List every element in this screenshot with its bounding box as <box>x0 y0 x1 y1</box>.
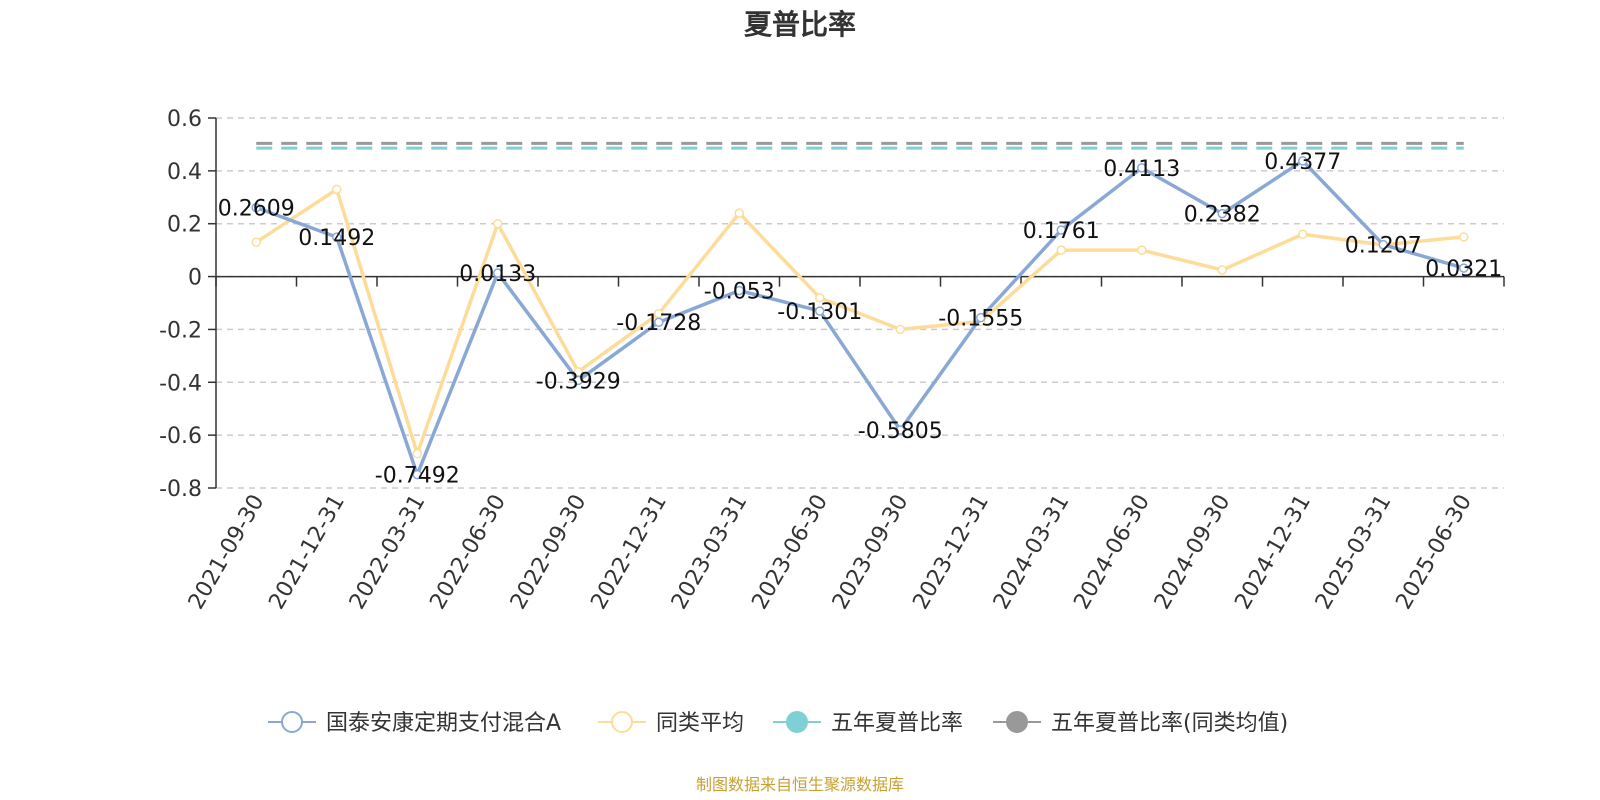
data-point <box>1459 263 1469 273</box>
data-point <box>1217 208 1227 219</box>
y-tick-label: 0.6 <box>167 107 202 132</box>
data-label: 0.2382 <box>1184 203 1261 228</box>
data-label: 0.2609 <box>218 197 295 222</box>
chart-title: 夏普比率 <box>744 8 856 41</box>
x-tick-label: 2024-06-30 <box>1069 491 1155 614</box>
source-note: 制图数据来自恒生聚源数据库 <box>696 775 904 794</box>
data-label: 0.4113 <box>1103 157 1180 182</box>
data-labels: 0.26090.1492-0.74920.0133-0.3929-0.1728-… <box>218 150 1502 489</box>
y-tick-label: -0.2 <box>159 318 202 343</box>
data-point <box>1378 239 1388 250</box>
data-label: 0.1761 <box>1023 219 1100 244</box>
legend-marker-icon <box>281 711 303 733</box>
x-tick-label: 2025-06-30 <box>1391 491 1477 614</box>
data-label: 0.1492 <box>298 226 375 251</box>
data-point <box>573 375 583 386</box>
x-tick-label: 2023-09-30 <box>828 491 914 614</box>
data-label: -0.5805 <box>858 419 943 444</box>
data-label: 0.1207 <box>1345 234 1422 259</box>
data-label: -0.1301 <box>777 300 862 325</box>
x-tick-label: 2022-06-30 <box>425 491 511 614</box>
x-tick-label: 2021-09-30 <box>184 491 270 614</box>
data-point <box>1298 156 1308 166</box>
data-label: 0.0133 <box>459 262 536 287</box>
y-tick-label: 0.2 <box>167 213 202 238</box>
data-point <box>895 324 905 335</box>
x-tick-label: 2022-09-30 <box>506 491 592 614</box>
data-label: -0.053 <box>704 280 775 305</box>
data-point <box>1298 229 1308 240</box>
data-point <box>1056 245 1066 255</box>
data-point <box>1137 163 1147 173</box>
data-point <box>1217 265 1227 275</box>
legend-label: 五年夏普比率(同类均值) <box>1051 711 1288 736</box>
x-tick-label: 2025-03-31 <box>1311 491 1397 614</box>
data-point <box>976 312 986 323</box>
y-tick-label: -0.4 <box>159 371 202 396</box>
data-point <box>734 208 744 218</box>
y-tick-label: -0.6 <box>159 424 202 449</box>
data-point <box>1137 245 1147 255</box>
series-line <box>255 187 1464 456</box>
data-label: -0.7492 <box>375 464 460 489</box>
legend-label: 同类平均 <box>656 711 744 736</box>
data-point <box>251 237 261 247</box>
data-point <box>493 218 503 229</box>
data-point <box>332 184 342 195</box>
legend-item[interactable]: 五年夏普比率 <box>773 711 963 736</box>
legend-label: 五年夏普比率 <box>831 711 963 736</box>
x-tick-label: 2023-06-30 <box>747 491 833 614</box>
legend-marker-icon <box>1006 711 1028 733</box>
y-tick-label: 0 <box>188 266 202 291</box>
x-tick-label: 2022-03-31 <box>345 491 431 614</box>
legend-marker-icon <box>786 711 808 733</box>
axes: 0.6 0.4 0.2 0 -0.2 -0.4 -0.6 -0.82021-09-302021… <box>159 107 1505 614</box>
x-tick-label: 2024-12-31 <box>1230 491 1316 614</box>
legend[interactable]: 国泰安康定期支付混合A 同类平均 五年夏普比率 五年夏普比率(同类均值) <box>268 711 1288 736</box>
legend-marker-icon <box>611 711 633 733</box>
data-point <box>412 448 422 459</box>
data-label: -0.3929 <box>536 369 621 394</box>
data-point <box>332 232 342 242</box>
legend-item[interactable]: 五年夏普比率(同类均值) <box>993 711 1288 736</box>
reference-lines <box>256 141 1464 150</box>
data-point <box>412 469 422 480</box>
y-tick-label: 0.4 <box>167 160 202 185</box>
x-tick-label: 2023-03-31 <box>667 491 753 614</box>
data-point <box>815 292 825 303</box>
data-label: 0.0321 <box>1425 257 1502 282</box>
x-tick-label: 2022-12-31 <box>586 491 672 614</box>
data-point <box>1459 232 1469 242</box>
x-tick-label: 2023-12-31 <box>908 491 994 614</box>
x-tick-label: 2024-09-30 <box>1150 491 1236 614</box>
data-point <box>251 202 261 213</box>
y-tick-label: -0.8 <box>159 477 202 502</box>
data-point <box>895 425 905 435</box>
data-label: -0.1728 <box>616 311 701 336</box>
x-tick-label: 2021-12-31 <box>264 491 350 614</box>
series-line <box>255 159 1465 477</box>
data-point <box>1056 225 1066 235</box>
data-point <box>734 285 744 296</box>
data-point <box>493 268 503 278</box>
x-tick-label: 2024-03-31 <box>989 491 1075 614</box>
series-lines <box>251 156 1469 480</box>
data-point <box>654 317 664 327</box>
data-label: 0.4377 <box>1264 150 1341 175</box>
legend-label: 国泰安康定期支付混合A <box>326 711 561 736</box>
legend-item[interactable]: 国泰安康定期支付混合A <box>268 711 561 736</box>
data-point <box>815 306 825 316</box>
legend-item[interactable]: 同类平均 <box>598 711 744 736</box>
data-label: -0.1555 <box>938 307 1023 332</box>
